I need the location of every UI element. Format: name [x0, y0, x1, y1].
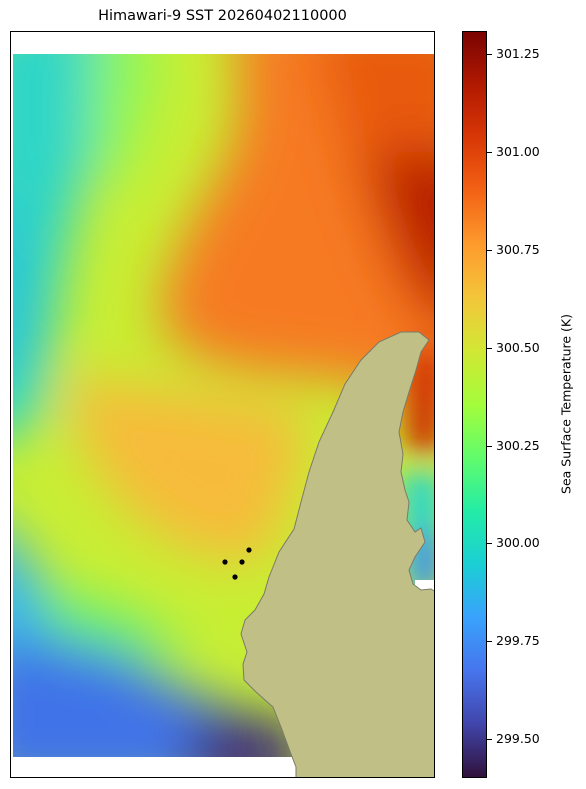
- colorbar-tick-label: 299.50: [496, 730, 540, 746]
- colorbar-tick-label: 300.75: [496, 242, 540, 258]
- sst-map[interactable]: [11, 32, 435, 778]
- station-marker[interactable]: [246, 547, 252, 553]
- colorbar-tick-mark: [487, 152, 492, 154]
- colorbar-tick-label: 300.50: [496, 339, 540, 355]
- colorbar: [462, 31, 487, 778]
- colorbar-tick-mark: [487, 250, 492, 252]
- colorbar-tick-label: 300.00: [496, 535, 540, 551]
- colorbar-tick-mark: [487, 641, 492, 643]
- colorbar-tick-label: 301.00: [496, 144, 540, 160]
- marker-layer: [222, 547, 252, 580]
- colorbar-label: Sea Surface Temperature (K): [558, 314, 574, 494]
- colorbar-tick-label: 301.25: [496, 46, 540, 62]
- station-marker[interactable]: [239, 559, 245, 565]
- colorbar-tick-mark: [487, 347, 492, 349]
- colorbar-tick-mark: [487, 738, 492, 740]
- map-panel[interactable]: [10, 31, 435, 778]
- colorbar-tick-mark: [487, 445, 492, 447]
- colorbar-tick-mark: [487, 543, 492, 545]
- map-title: Himawari-9 SST 20260402110000: [98, 8, 347, 24]
- colorbar-tick-label: 300.25: [496, 437, 540, 453]
- land-mass: [240, 331, 434, 777]
- station-marker[interactable]: [222, 559, 228, 565]
- colorbar-tick-mark: [487, 54, 492, 56]
- station-marker[interactable]: [232, 574, 238, 580]
- colorbar-tick-label: 299.75: [496, 633, 540, 649]
